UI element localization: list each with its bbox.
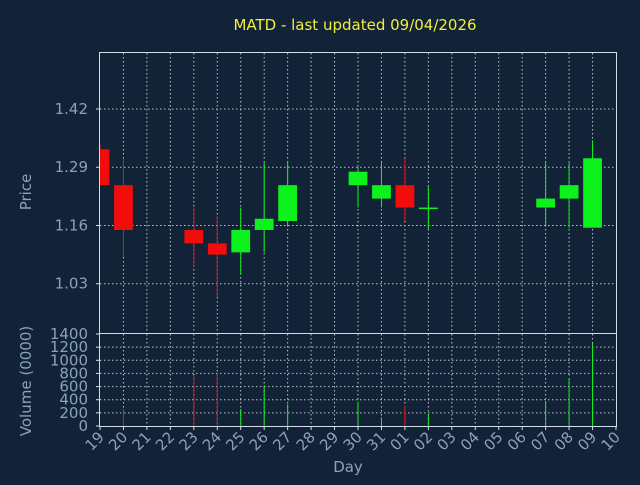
x-tick-label: 30 xyxy=(340,428,366,454)
price-tick-label: 1.16 xyxy=(55,216,88,234)
x-tick-label: 26 xyxy=(246,428,272,454)
volume-tick-label: 0 xyxy=(78,417,88,435)
candle xyxy=(536,162,556,226)
price-axis: 1.03 1.16 1.29 1.42 xyxy=(55,100,100,293)
x-tick-label: 29 xyxy=(316,428,342,454)
candle xyxy=(254,162,274,253)
candle xyxy=(207,216,227,298)
price-candles xyxy=(99,140,602,298)
candle-body xyxy=(348,171,368,186)
volume-tick-label: 800 xyxy=(59,364,88,382)
volume-tick-label: 400 xyxy=(59,391,88,409)
price-axis-label: Price xyxy=(17,174,35,211)
x-axis-label: Day xyxy=(333,458,363,476)
candle-body xyxy=(372,185,391,199)
volume-tick-label: 200 xyxy=(59,404,88,422)
candle-body xyxy=(184,229,204,244)
candle xyxy=(348,167,368,208)
x-tick-label: 01 xyxy=(387,428,413,454)
candle-body xyxy=(254,218,274,230)
x-axis: 1920212223242526272829303101020304050607… xyxy=(82,426,624,454)
x-tick-label: 21 xyxy=(129,428,155,454)
x-tick-label: 09 xyxy=(574,428,600,454)
x-tick-label: 20 xyxy=(105,428,131,454)
candle-body xyxy=(395,185,415,208)
x-tick-label: 23 xyxy=(175,428,201,454)
chart-title: MATD - last updated 09/04/2026 xyxy=(233,16,476,34)
candle-body xyxy=(536,198,556,208)
candle xyxy=(114,158,133,257)
x-tick-label: 31 xyxy=(363,428,389,454)
x-tick-label: 07 xyxy=(527,428,553,454)
candle xyxy=(395,158,415,221)
candle xyxy=(583,140,602,228)
x-tick-label: 27 xyxy=(269,428,295,454)
candle-body xyxy=(114,185,133,230)
x-tick-label: 02 xyxy=(410,428,436,454)
candle-body xyxy=(278,185,298,221)
x-tick-label: 22 xyxy=(152,428,178,454)
x-tick-label: 04 xyxy=(457,428,483,454)
price-tick-label: 1.03 xyxy=(55,275,88,293)
volume-axis-label: Volume (0000) xyxy=(17,326,35,436)
x-tick-label: 05 xyxy=(480,428,506,454)
candle-body xyxy=(100,149,110,186)
volume-tick-label: 1200 xyxy=(50,338,88,356)
volume-tick-label: 1000 xyxy=(50,351,88,369)
volume-tick-label: 600 xyxy=(59,378,88,396)
candle xyxy=(418,185,438,230)
x-tick-label: 08 xyxy=(551,428,577,454)
x-tick-label: 24 xyxy=(199,428,225,454)
x-tick-label: 10 xyxy=(598,428,624,454)
candle xyxy=(184,207,204,266)
candle-body xyxy=(231,229,251,253)
x-tick-label: 06 xyxy=(504,428,530,454)
x-tick-label: 25 xyxy=(222,428,248,454)
candle-body xyxy=(418,207,438,210)
candle xyxy=(231,207,251,275)
price-tick-label: 1.29 xyxy=(55,158,88,176)
candle xyxy=(372,162,391,208)
candle xyxy=(278,162,298,226)
candle xyxy=(559,162,579,228)
candle xyxy=(99,144,110,186)
volume-tick-label: 1400 xyxy=(50,325,88,343)
price-tick-label: 1.42 xyxy=(55,100,88,118)
x-tick-label: 28 xyxy=(293,428,319,454)
candle-body xyxy=(583,158,602,228)
volume-bars xyxy=(122,343,594,426)
candle-body xyxy=(559,185,579,199)
candle-body xyxy=(207,243,227,255)
x-tick-label: 03 xyxy=(433,428,459,454)
